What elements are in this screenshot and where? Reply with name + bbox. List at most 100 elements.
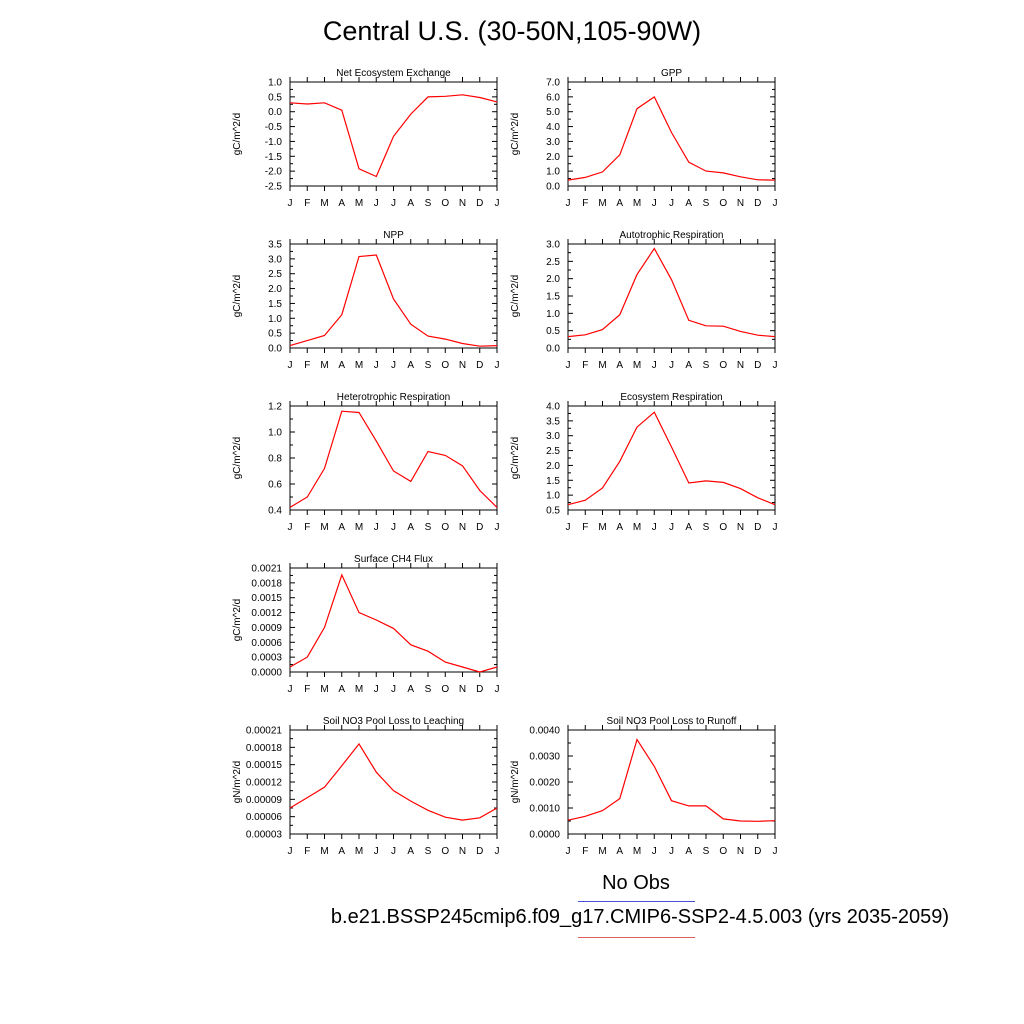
x-tick-label: D xyxy=(754,360,761,371)
x-tick-label: A xyxy=(685,522,692,533)
x-tick-label: J xyxy=(669,360,674,371)
x-tick-label: M xyxy=(355,846,363,857)
x-tick-label: J xyxy=(374,846,379,857)
y-tick-label: 7.0 xyxy=(546,78,560,89)
x-tick-label: D xyxy=(476,360,483,371)
x-tick-label: J xyxy=(495,846,500,857)
x-tick-label: F xyxy=(304,360,310,371)
y-axis-label: gN/m^2/d xyxy=(232,761,243,804)
x-tick-label: A xyxy=(407,522,414,533)
x-tick-label: A xyxy=(338,198,345,209)
y-tick-label: 3.5 xyxy=(546,416,560,427)
y-tick-label: 3.0 xyxy=(268,254,282,265)
x-tick-label: S xyxy=(703,522,710,533)
x-tick-label: N xyxy=(459,522,466,533)
series-line xyxy=(567,738,776,822)
y-tick-label: 3.0 xyxy=(546,137,560,148)
panel-4: Autotrophic Respiration gC/m^2/d 3.0 2.5 2.0… xyxy=(510,230,778,371)
x-tick-label: F xyxy=(582,846,588,857)
x-tick-label: S xyxy=(703,360,710,371)
x-tick-label: F xyxy=(582,522,588,533)
x-tick-label: J xyxy=(391,684,396,695)
x-tick-label: N xyxy=(737,198,744,209)
x-tick-label: M xyxy=(320,360,328,371)
x-tick-label: J xyxy=(566,522,571,533)
x-tick-label: J xyxy=(652,522,657,533)
y-tick-label: 1.5 xyxy=(546,476,560,487)
x-tick-label: J xyxy=(391,360,396,371)
x-tick-label: A xyxy=(338,684,345,695)
x-tick-label: J xyxy=(391,522,396,533)
x-tick-label: J xyxy=(495,198,500,209)
y-tick-label: 0.0021 xyxy=(251,564,282,575)
x-tick-label: J xyxy=(391,198,396,209)
x-tick-label: M xyxy=(355,360,363,371)
x-tick-label: A xyxy=(685,846,692,857)
x-tick-label: M xyxy=(633,198,641,209)
y-tick-label: 2.5 xyxy=(268,269,282,280)
y-tick-label: 0.00003 xyxy=(246,830,283,841)
y-tick-label: 0.0 xyxy=(546,182,560,193)
y-axis-label: gC/m^2/d xyxy=(232,113,243,156)
panel-title: Heterotrophic Respiration xyxy=(337,392,450,403)
x-tick-label: J xyxy=(374,360,379,371)
y-tick-label: 1.2 xyxy=(268,402,282,413)
x-tick-label: F xyxy=(304,522,310,533)
y-tick-label: 0.5 xyxy=(546,506,560,517)
y-tick-label: 0.00012 xyxy=(246,778,283,789)
series-line xyxy=(289,742,498,821)
x-tick-label: J xyxy=(652,198,657,209)
x-tick-label: O xyxy=(441,198,449,209)
plot-frame xyxy=(567,81,776,187)
x-tick-label: A xyxy=(407,846,414,857)
x-tick-label: O xyxy=(719,198,727,209)
series-line xyxy=(567,411,776,506)
series-line xyxy=(289,254,498,347)
x-tick-label: D xyxy=(476,684,483,695)
x-tick-label: A xyxy=(338,522,345,533)
y-axis-label: gC/m^2/d xyxy=(232,599,243,642)
y-tick-label: 0.0030 xyxy=(529,752,560,763)
y-tick-label: -1.5 xyxy=(265,152,283,163)
y-tick-label: 0.00018 xyxy=(246,743,283,754)
series-line xyxy=(289,94,498,178)
x-tick-label: M xyxy=(320,684,328,695)
y-tick-label: 3.5 xyxy=(268,240,282,251)
plot-frame xyxy=(567,729,776,835)
y-tick-label: 0.5 xyxy=(268,92,282,103)
x-tick-label: A xyxy=(616,360,623,371)
y-tick-label: 0.00015 xyxy=(246,760,283,771)
plot-frame xyxy=(289,729,498,835)
y-tick-label: 2.5 xyxy=(546,446,560,457)
x-tick-label: J xyxy=(773,522,778,533)
legend-line-case xyxy=(578,937,695,938)
y-tick-label: 0.6 xyxy=(268,480,282,491)
x-tick-label: J xyxy=(495,684,500,695)
y-tick-label: 2.0 xyxy=(546,461,560,472)
x-tick-label: J xyxy=(566,846,571,857)
panel-title: Net Ecosystem Exchange xyxy=(336,68,451,79)
x-tick-label: S xyxy=(425,522,432,533)
panel-title: NPP xyxy=(383,230,404,241)
x-tick-label: J xyxy=(652,846,657,857)
x-tick-label: J xyxy=(495,360,500,371)
y-tick-label: -0.5 xyxy=(265,122,283,133)
y-tick-label: 0.5 xyxy=(268,329,282,340)
y-tick-label: 1.0 xyxy=(268,428,282,439)
panel-title: Surface CH4 Flux xyxy=(354,554,433,565)
x-tick-label: J xyxy=(773,360,778,371)
y-tick-label: 2.0 xyxy=(268,284,282,295)
y-tick-label: -2.0 xyxy=(265,167,283,178)
panel-title: Soil NO3 Pool Loss to Runoff xyxy=(607,716,737,727)
x-tick-label: M xyxy=(633,846,641,857)
y-axis-label: gC/m^2/d xyxy=(510,113,521,156)
x-tick-label: F xyxy=(582,360,588,371)
x-tick-label: J xyxy=(773,846,778,857)
x-tick-label: M xyxy=(633,360,641,371)
y-tick-label: -2.5 xyxy=(265,182,283,193)
x-tick-label: A xyxy=(407,198,414,209)
panel-title: Ecosystem Respiration xyxy=(620,392,722,403)
x-tick-label: O xyxy=(441,360,449,371)
